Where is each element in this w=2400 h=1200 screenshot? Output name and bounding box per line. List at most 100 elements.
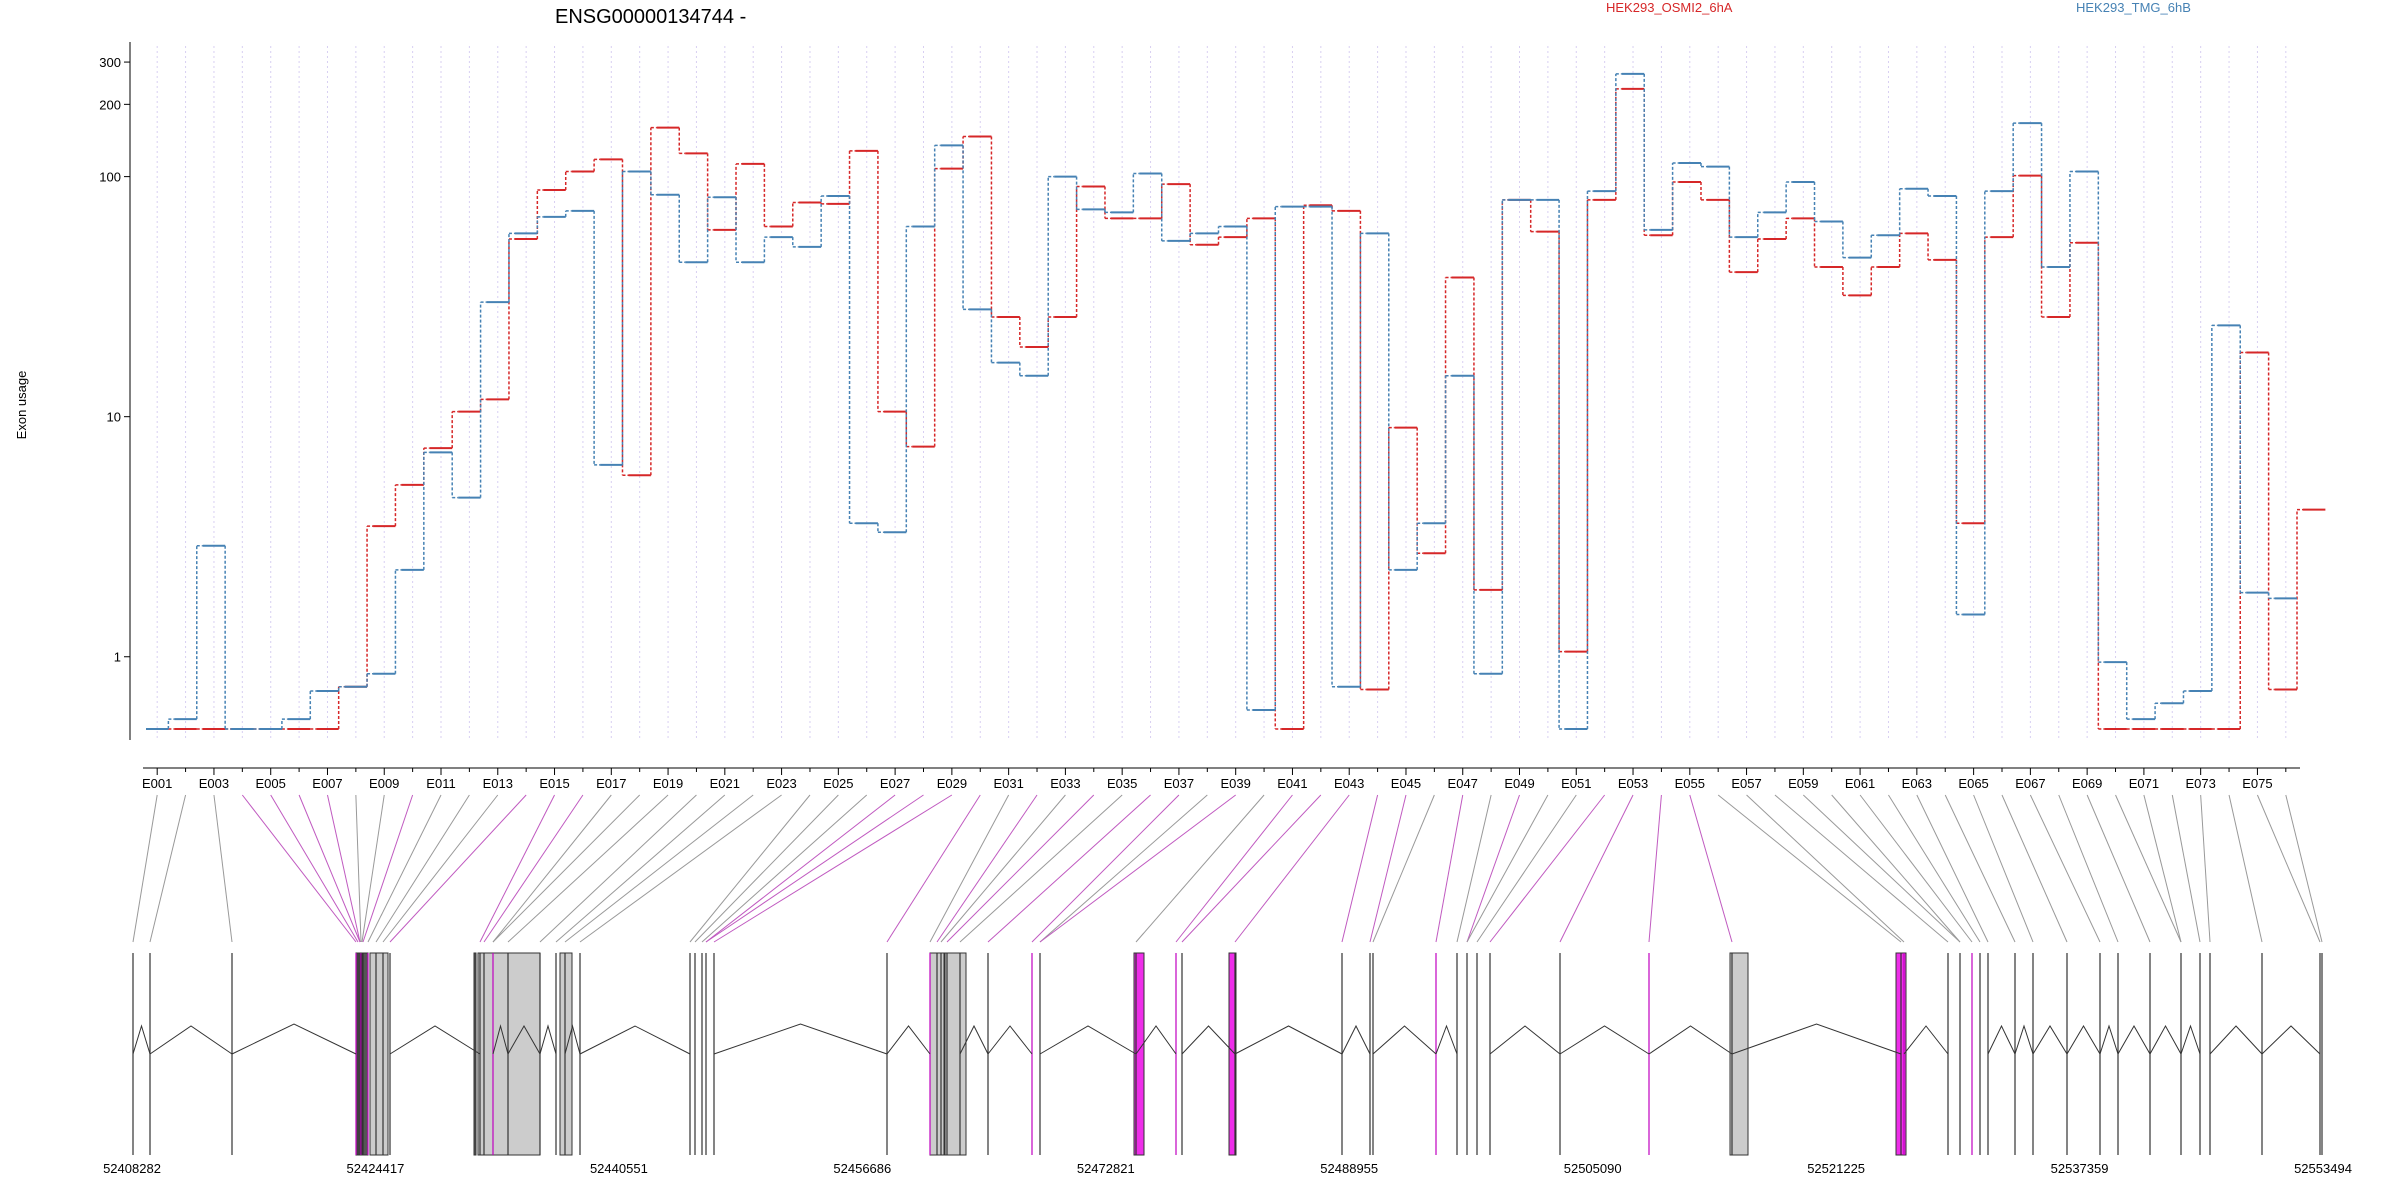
x-tick-label: E069 bbox=[2072, 776, 2102, 791]
exon-connector bbox=[705, 794, 924, 943]
intron-line bbox=[1039, 1025, 1137, 1055]
exon-connector bbox=[1944, 794, 2016, 943]
exon-block bbox=[369, 952, 389, 1156]
x-tick-label: E025 bbox=[823, 776, 853, 791]
exon-connector bbox=[492, 794, 641, 943]
exon-connector bbox=[149, 794, 187, 943]
intron-line bbox=[2099, 1024, 2119, 1055]
intron-line bbox=[1489, 1025, 1561, 1055]
intron-line bbox=[2209, 1025, 2263, 1055]
x-tick-label: E057 bbox=[1731, 776, 1761, 791]
exon-block bbox=[477, 952, 541, 1156]
exon-connector bbox=[1435, 794, 1464, 943]
intron-line bbox=[539, 1024, 557, 1055]
intron-line bbox=[1435, 1024, 1458, 1055]
intron-line bbox=[149, 1025, 233, 1055]
exon-connector bbox=[713, 794, 953, 943]
exon-connector bbox=[694, 794, 839, 943]
intron-line bbox=[1559, 1025, 1650, 1055]
genomic-coordinates: 52408282 52424417 52440551 52456686 52472821… bbox=[103, 1161, 2352, 1176]
exon-connector bbox=[483, 794, 584, 943]
exon-block bbox=[944, 952, 967, 1156]
exon-connector bbox=[213, 794, 233, 943]
y-axis-label: Exon usage bbox=[14, 371, 29, 440]
exon-connector bbox=[1859, 794, 1973, 943]
exon-connector bbox=[705, 794, 896, 943]
intron-line bbox=[389, 1025, 481, 1055]
exon-connector bbox=[936, 794, 1038, 943]
exon-connector bbox=[2058, 794, 2119, 943]
exon-connector bbox=[946, 794, 1095, 943]
x-tick-label: E045 bbox=[1391, 776, 1421, 791]
exon-connector bbox=[270, 794, 359, 943]
intron-line bbox=[1731, 1023, 1902, 1055]
exon-connector bbox=[1181, 794, 1322, 943]
x-tick-label: E013 bbox=[483, 776, 513, 791]
intron-line bbox=[713, 1023, 888, 1055]
exon-connector bbox=[689, 794, 811, 943]
exon-connector bbox=[929, 794, 1010, 943]
x-tick-label: E041 bbox=[1277, 776, 1307, 791]
exon-connector bbox=[1031, 794, 1180, 943]
exon-connector bbox=[1802, 794, 1961, 943]
x-tick-label: E059 bbox=[1788, 776, 1818, 791]
x-axis: E001 E003 E005 E007 E009 E011 E013 E015 E017 E019… bbox=[142, 767, 2300, 791]
exon-connector bbox=[701, 794, 868, 943]
x-tick-label: E009 bbox=[369, 776, 399, 791]
coordinate-label: 52472821 bbox=[1077, 1161, 1135, 1176]
intron-line bbox=[2032, 1025, 2068, 1055]
exon-connector bbox=[579, 794, 782, 943]
exon-connector bbox=[1831, 794, 1961, 943]
intron-line bbox=[886, 1025, 931, 1055]
exon-connector bbox=[2256, 794, 2321, 943]
exon-connector bbox=[382, 794, 499, 943]
exon-connector bbox=[1341, 794, 1379, 943]
x-tick-label: E011 bbox=[426, 776, 455, 791]
intron-line bbox=[132, 1024, 151, 1055]
x-tick-label: E065 bbox=[1958, 776, 1988, 791]
intron-line bbox=[1903, 1025, 1949, 1055]
intron-line bbox=[2180, 1024, 2201, 1055]
exon-connector bbox=[1466, 794, 1520, 943]
intron-line bbox=[2117, 1024, 2151, 1055]
intron-line bbox=[231, 1023, 357, 1055]
coordinate-label: 52424417 bbox=[347, 1161, 405, 1176]
intron-line bbox=[987, 1025, 1033, 1055]
x-tick-label: E017 bbox=[596, 776, 626, 791]
exon-connector bbox=[362, 794, 414, 943]
x-tick-label: E075 bbox=[2242, 776, 2272, 791]
exon-connector bbox=[1916, 794, 1989, 943]
y-tick-label: 100 bbox=[99, 170, 121, 185]
exon-connector bbox=[1369, 794, 1407, 943]
exon-connector bbox=[1717, 794, 1902, 943]
x-tick-label: E019 bbox=[653, 776, 683, 791]
coordinate-label: 52521225 bbox=[1807, 1161, 1865, 1176]
gene-model bbox=[132, 952, 2323, 1156]
x-tick-label: E035 bbox=[1107, 776, 1137, 791]
x-tick-label: E033 bbox=[1050, 776, 1080, 791]
intron-line bbox=[2066, 1025, 2101, 1055]
coordinate-label: 52505090 bbox=[1564, 1161, 1622, 1176]
exon-connector bbox=[1746, 794, 1905, 943]
legend-series-b: HEK293_TMG_6hB bbox=[2076, 0, 2191, 15]
exon-connector bbox=[987, 794, 1151, 943]
x-tick-label: E039 bbox=[1221, 776, 1251, 791]
exon-connector bbox=[2228, 794, 2263, 943]
coordinate-label: 52488955 bbox=[1320, 1161, 1378, 1176]
exon-connector bbox=[886, 794, 981, 943]
exon-block bbox=[1133, 952, 1145, 1156]
x-tick-label: E073 bbox=[2185, 776, 2215, 791]
exon-connector bbox=[507, 794, 669, 943]
y-axis: 1 10 100 200 300 bbox=[99, 42, 131, 740]
exon-block bbox=[1729, 952, 1749, 1156]
exon-connector bbox=[492, 794, 612, 943]
exon-connector bbox=[1456, 794, 1492, 943]
intron-line bbox=[1341, 1024, 1371, 1055]
exon-connector bbox=[1559, 794, 1634, 943]
x-tick-label: E047 bbox=[1448, 776, 1478, 791]
intron-line bbox=[1135, 1025, 1177, 1055]
x-tick-label: E037 bbox=[1164, 776, 1194, 791]
x-tick-label: E051 bbox=[1561, 776, 1591, 791]
x-tick-label: E049 bbox=[1504, 776, 1534, 791]
exon-connector bbox=[1039, 794, 1236, 943]
